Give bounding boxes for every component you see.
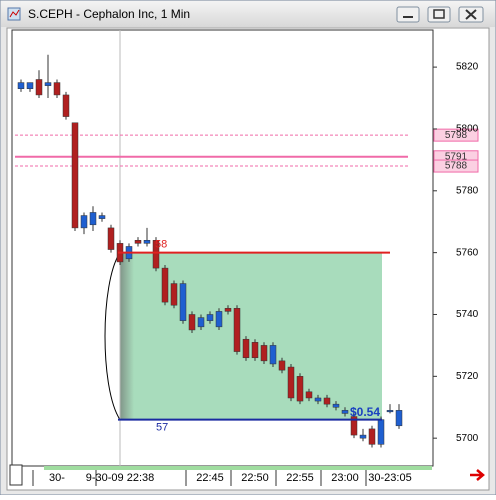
x-tick-label: 22:55: [286, 472, 314, 484]
y-tick-label: 5820: [456, 62, 479, 73]
window-buttons[interactable]: [396, 6, 484, 23]
level-label: 5788: [445, 161, 468, 172]
candle-body: [368, 428, 376, 445]
x-tick-label: 22:45: [196, 472, 224, 484]
candle-body: [269, 345, 277, 365]
candle-body: [206, 314, 214, 321]
upper-label: 58: [155, 239, 167, 251]
y-tick-label: 5760: [456, 247, 479, 258]
candle-body: [251, 342, 259, 359]
candle-body: [143, 240, 151, 244]
x-tick-label: 22:50: [241, 472, 269, 484]
maximize-icon: [433, 9, 445, 19]
candle-body: [134, 240, 142, 244]
candle-body: [197, 317, 205, 328]
candle-body: [278, 360, 286, 371]
candle-body: [80, 215, 88, 229]
candle-body: [71, 122, 79, 229]
y-tick-label: 5700: [456, 433, 479, 444]
plot: 58 57 $0.54: [15, 30, 408, 466]
candle-body: [224, 308, 232, 312]
x-tick-label: 30-23:05: [368, 472, 411, 484]
y-tick-label: 5740: [456, 309, 479, 320]
close-icon: [465, 9, 477, 20]
x-tick-label: 23:00: [331, 472, 359, 484]
candle-body: [98, 215, 106, 219]
candle-body: [377, 419, 385, 445]
x-tick-label: 30-: [49, 472, 65, 484]
level-box: [433, 128, 479, 142]
candle-body: [53, 82, 61, 96]
candle-body: [242, 338, 250, 359]
y-tick-label: 5720: [456, 371, 479, 382]
level-box: [433, 159, 479, 173]
scroll-box[interactable]: [9, 464, 23, 486]
range-label: $0.54: [350, 405, 380, 419]
window-title: S.CEPH - Cephalon Inc, 1 Min: [28, 7, 190, 21]
candle-body: [314, 397, 322, 402]
level-label: 5798: [445, 130, 468, 141]
candle-body: [215, 311, 223, 328]
candle-body: [386, 410, 394, 413]
candle-body: [287, 366, 295, 399]
candle-body: [332, 403, 340, 408]
minimize-button[interactable]: [396, 6, 420, 23]
candle-body: [359, 434, 367, 439]
candle-body: [305, 391, 313, 399]
range-zone: [120, 252, 382, 420]
window-icon-line: [9, 9, 20, 18]
candle-body: [62, 94, 70, 117]
lower-label: 57: [156, 422, 168, 434]
candle-body: [188, 314, 196, 331]
candle-body: [152, 240, 160, 269]
candle-body: [107, 227, 115, 250]
candle-body: [260, 345, 268, 362]
range-shade: [120, 252, 134, 420]
candle-body: [341, 410, 349, 414]
candle-body: [170, 283, 178, 306]
scroll-arrow[interactable]: [470, 469, 485, 481]
candle-body: [323, 397, 331, 405]
candle-body: [35, 79, 43, 96]
candle-body: [17, 82, 25, 90]
y-tick-label: 5780: [456, 185, 479, 196]
scroll-bar[interactable]: [44, 466, 432, 470]
candle-body: [233, 308, 241, 352]
candle-body: [89, 212, 97, 226]
candle-body: [179, 283, 187, 321]
candle-body: [161, 267, 169, 303]
window-icon: [7, 7, 21, 21]
candle-body: [296, 376, 304, 402]
y-tick-label: 5800: [456, 124, 479, 135]
candle-body: [26, 82, 34, 90]
candle-body: [44, 82, 52, 86]
candle-body: [350, 416, 358, 436]
level-label: 5791: [445, 151, 468, 162]
range-bracket: [104, 252, 121, 420]
candle-body: [395, 410, 403, 427]
x-tick-label: 9-30-09 22:38: [86, 472, 155, 484]
